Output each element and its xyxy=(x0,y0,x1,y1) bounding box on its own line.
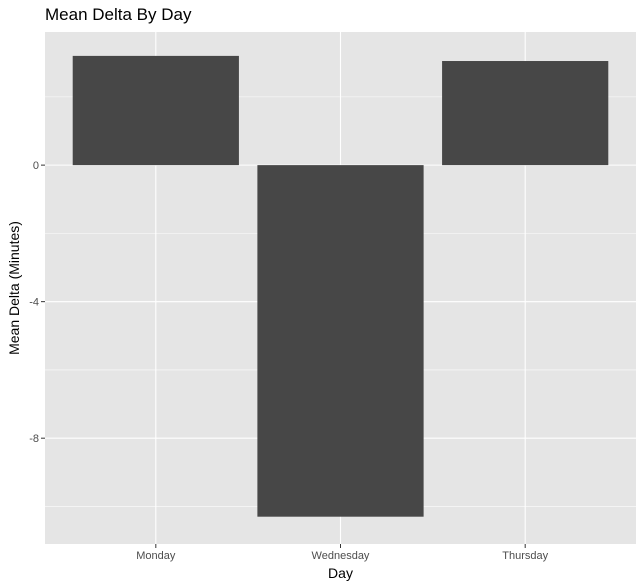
y-tick-label: -8 xyxy=(29,433,39,445)
y-axis-ticks: 0 -4 -8 xyxy=(29,160,45,445)
x-tick-label: Thursday xyxy=(502,550,548,562)
x-tick-label: Wednesday xyxy=(312,550,370,562)
x-axis-ticks: Monday Wednesday Thursday xyxy=(136,544,549,562)
bars xyxy=(72,55,609,517)
y-tick-label: -4 xyxy=(29,297,39,309)
chart-title: Mean Delta By Day xyxy=(45,5,192,24)
x-axis-title: Day xyxy=(328,565,353,581)
bar xyxy=(442,61,609,166)
bar xyxy=(257,165,424,517)
y-axis-title: Mean Delta (Minutes) xyxy=(6,221,22,355)
y-tick-label: 0 xyxy=(33,160,39,172)
x-tick-label: Monday xyxy=(136,550,176,562)
bar xyxy=(72,55,239,166)
